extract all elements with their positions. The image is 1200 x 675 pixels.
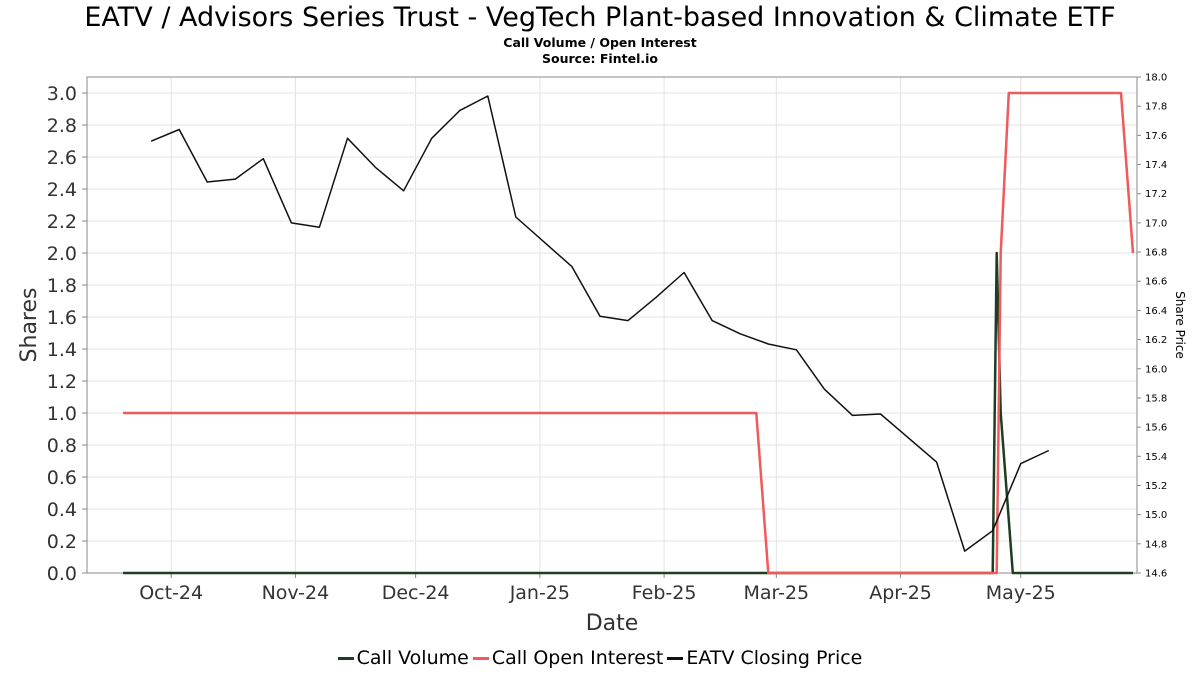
y-tick-label: 1.2	[47, 371, 77, 393]
series-line-call-open-interest	[123, 91, 1135, 575]
y-tick-label: 0.2	[47, 531, 77, 553]
y-tick-label: 0.6	[47, 467, 77, 489]
legend-swatch-closing-price	[667, 656, 684, 660]
axes: 0.0 0.2 0.4 0.6 0.8 1.0 1.2 1.4 1.6 1.8 2.0 2.2 2.4 2…	[47, 73, 1167, 605]
x-axis-label: Date	[586, 611, 639, 636]
y2-tick-label: 17.8	[1145, 102, 1167, 113]
y2-tick-label: 18.0	[1145, 73, 1167, 84]
chart-subtitle: Call Volume / Open Interest	[503, 35, 697, 50]
x-tick-label: Mar-25	[743, 582, 809, 604]
y2-tick-label: 14.8	[1145, 539, 1167, 550]
y2-tick-label: 17.4	[1145, 160, 1167, 171]
y2-tick-label: 16.8	[1145, 248, 1167, 259]
y2-tick-label: 16.6	[1145, 277, 1167, 288]
y2-tick-label: 16.2	[1145, 335, 1167, 346]
y2-tick-label: 15.4	[1145, 452, 1167, 463]
y-tick-label: 2.8	[47, 115, 77, 137]
legend-item-call-volume: Call Volume	[337, 647, 469, 669]
legend: Call Volume Call Open Interest EATV Clos…	[0, 647, 1200, 669]
legend-swatch-call-volume	[337, 656, 354, 660]
y-tick-label: 2.6	[47, 147, 77, 169]
y2-tick-label: 17.2	[1145, 189, 1167, 200]
y-tick-label: 0.8	[47, 435, 77, 457]
legend-label: Call Open Interest	[491, 647, 664, 669]
y-tick-label: 1.4	[47, 339, 77, 361]
y2-tick-label: 16.4	[1145, 306, 1167, 317]
chart-title: EATV / Advisors Series Trust - VegTech P…	[84, 2, 1116, 33]
y2-tick-label: 17.6	[1145, 131, 1167, 142]
x-tick-label: Apr-25	[869, 582, 932, 604]
legend-label: EATV Closing Price	[686, 647, 863, 669]
y2-tick-label: 14.6	[1145, 569, 1167, 580]
x-tick-label: Dec-24	[382, 582, 450, 604]
y-tick-label: 1.0	[47, 403, 77, 425]
x-tick-label: Oct-24	[139, 582, 203, 604]
series-lines	[123, 91, 1135, 575]
y-tick-label: 0.0	[47, 563, 77, 585]
y2-tick-label: 15.8	[1145, 393, 1167, 404]
grid	[87, 77, 1137, 574]
y-tick-label: 0.4	[47, 499, 77, 521]
y2-tick-label: 16.0	[1145, 364, 1167, 375]
x-tick-label: May-25	[986, 582, 1056, 604]
legend-label: Call Volume	[356, 647, 469, 669]
y-axis-label: Shares	[17, 288, 42, 363]
legend-item-call-open-interest: Call Open Interest	[472, 647, 664, 669]
y2-tick-label: 15.2	[1145, 481, 1167, 492]
legend-swatch-call-open-interest	[472, 656, 489, 660]
y-tick-label: 2.4	[47, 179, 77, 201]
y2-tick-label: 17.0	[1145, 218, 1167, 229]
x-tick-label: Feb-25	[632, 582, 697, 604]
y-tick-label: 2.2	[47, 211, 77, 233]
y2-tick-label: 15.0	[1145, 510, 1167, 521]
y-tick-label: 1.8	[47, 275, 77, 297]
y-tick-label: 2.0	[47, 243, 77, 265]
y2-axis-label: Share Price	[1173, 291, 1187, 359]
x-tick-label: Nov-24	[262, 582, 330, 604]
y-tick-label: 1.6	[47, 307, 77, 329]
series-line-eatv-closing-price	[150, 95, 1050, 552]
y-tick-label: 3.0	[47, 83, 77, 105]
y2-tick-label: 15.6	[1145, 423, 1167, 434]
legend-item-closing-price: EATV Closing Price	[667, 647, 862, 669]
x-tick-label: Jan-25	[509, 582, 570, 604]
plot-area	[86, 76, 1138, 574]
chart-source: Source: Fintel.io	[542, 51, 658, 66]
